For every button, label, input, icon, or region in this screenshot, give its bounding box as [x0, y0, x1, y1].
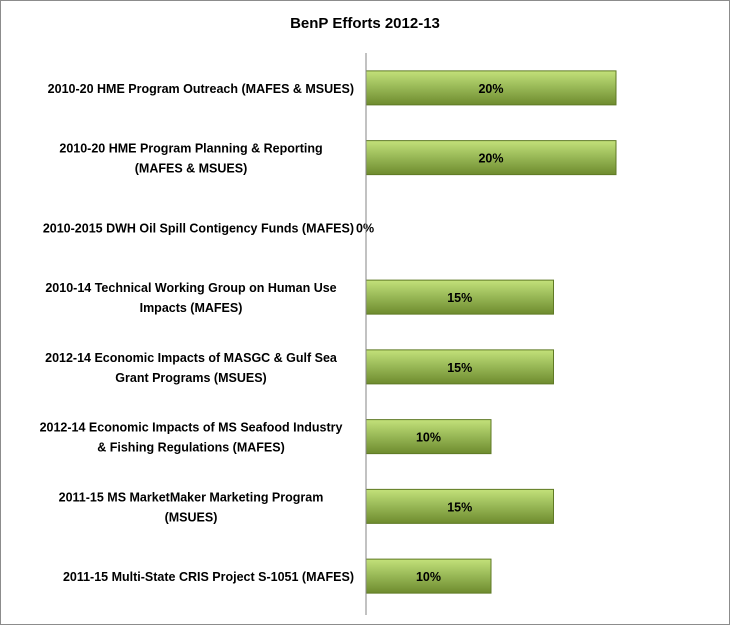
bar-1	[365, 140, 617, 176]
bar-0	[365, 70, 617, 106]
category-label-4: 2012-14 Economic Impacts of MASGC & Gulf…	[45, 351, 338, 385]
category-label-0: 2010-20 HME Program Outreach (MAFES & MS…	[48, 82, 354, 96]
bar-6	[365, 488, 554, 524]
bar-4	[365, 349, 554, 385]
data-label-5: 10%	[416, 431, 441, 445]
category-label-1: 2010-20 HME Program Planning & Reporting…	[59, 142, 322, 176]
data-label-1: 20%	[478, 152, 503, 166]
chart-title: BenP Efforts 2012-13	[290, 15, 440, 32]
category-label-3: 2010-14 Technical Working Group on Human…	[45, 281, 336, 315]
bar-5	[365, 419, 492, 455]
data-label-6: 15%	[447, 500, 472, 514]
data-label-0: 20%	[478, 82, 503, 96]
bar-7	[365, 558, 492, 594]
data-label-2: 0%	[356, 221, 374, 235]
category-label-7: 2011-15 Multi-State CRIS Project S-1051 …	[63, 570, 354, 584]
bars-layer: 20% 20% 0% 15% 15% 10% 15% 10%	[356, 70, 617, 594]
data-label-4: 15%	[447, 361, 472, 375]
category-label-2: 2010-2015 DWH Oil Spill Contigency Funds…	[43, 221, 354, 235]
category-label-6: 2011-15 MS MarketMaker Marketing Program…	[59, 490, 324, 524]
category-labels: 2010-20 HME Program Outreach (MAFES & MS…	[40, 82, 354, 584]
category-label-5: 2012-14 Economic Impacts of MS Seafood I…	[40, 421, 343, 455]
data-label-3: 15%	[447, 291, 472, 305]
data-label-7: 10%	[416, 570, 441, 584]
